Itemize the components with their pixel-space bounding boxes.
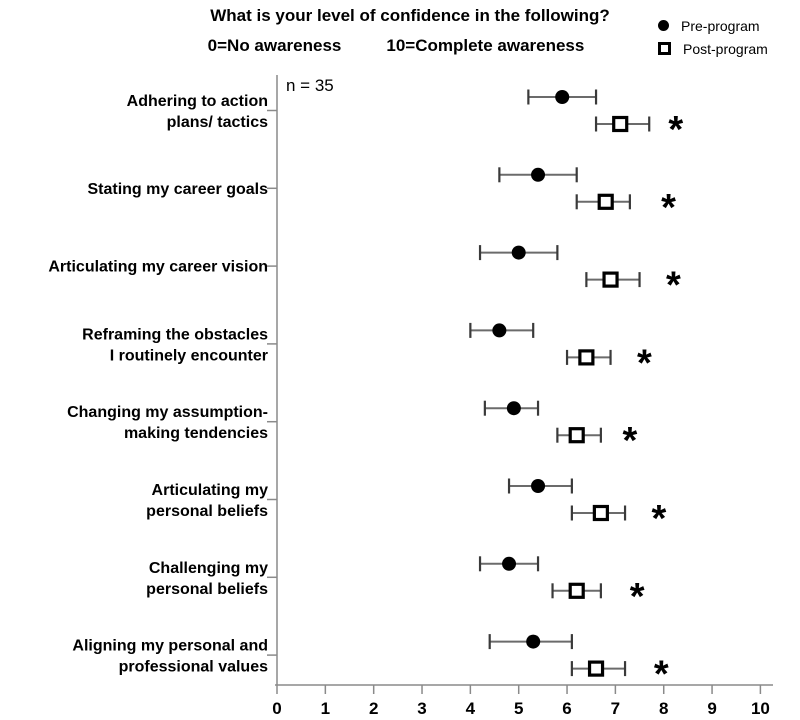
- category-label: Adhering to action plans/ tactics: [127, 93, 268, 131]
- post-marker: [597, 193, 614, 210]
- chart-subtitle: 0=No awareness 10=Complete awareness: [96, 36, 696, 56]
- significance-asterisk: *: [661, 187, 676, 229]
- category-label: Articulating my career vision: [48, 259, 268, 276]
- post-marker: [568, 582, 585, 599]
- post-marker: [568, 427, 585, 444]
- x-tick-label: 3: [417, 699, 426, 718]
- significance-asterisk: *: [654, 654, 669, 696]
- x-tick-label: 2: [369, 699, 378, 718]
- pre-marker: [555, 90, 570, 104]
- x-tick-label: 1: [321, 699, 330, 718]
- filled-circle-icon: [658, 20, 669, 31]
- significance-asterisk: *: [651, 498, 666, 540]
- legend-item-pre-program: Pre-program: [658, 14, 768, 37]
- category-label: Stating my career goals: [87, 181, 268, 198]
- significance-asterisk: *: [630, 576, 645, 618]
- category-label: Aligning my personal and professional val…: [72, 638, 268, 676]
- subtitle-scale-max: 10=Complete awareness: [386, 36, 585, 55]
- x-tick-label: 6: [562, 699, 571, 718]
- significance-asterisk: *: [637, 342, 652, 384]
- significance-asterisk: *: [666, 265, 681, 307]
- significance-asterisk: *: [668, 109, 683, 151]
- pre-marker: [492, 323, 507, 338]
- post-marker: [587, 660, 605, 677]
- legend: Pre-program Post-program: [658, 14, 768, 60]
- x-tick-label: 8: [659, 699, 668, 718]
- x-tick-label: 0: [272, 699, 281, 718]
- pre-marker: [526, 634, 541, 649]
- x-tick-label: 7: [611, 699, 620, 718]
- x-tick-label: 10: [751, 699, 770, 718]
- category-label: Reframing the obstacles I routinely encou…: [82, 326, 268, 364]
- post-marker: [592, 504, 609, 522]
- pre-marker: [502, 556, 517, 571]
- chart-title: What is your level of confidence in the …: [210, 6, 610, 25]
- pre-marker: [506, 401, 521, 416]
- post-marker: [578, 349, 595, 366]
- category-label: Changing my assumption-making tendencies: [67, 404, 268, 442]
- significance-asterisk: *: [622, 420, 637, 462]
- post-marker: [602, 271, 619, 288]
- legend-item-post-program: Post-program: [658, 37, 768, 60]
- pre-marker: [531, 479, 546, 493]
- x-tick-label: 4: [466, 699, 476, 718]
- category-label: Articulating my personal beliefs: [146, 482, 268, 520]
- post-marker: [612, 115, 629, 133]
- legend-label-pre-program: Pre-program: [681, 17, 760, 34]
- pre-marker: [531, 167, 546, 182]
- subtitle-scale-min: 0=No awareness: [207, 36, 342, 55]
- legend-label-post-program: Post-program: [683, 40, 768, 57]
- open-square-icon: [658, 42, 671, 55]
- category-label: Challenging my personal beliefs: [146, 560, 268, 598]
- x-tick-label: 9: [707, 699, 716, 718]
- x-tick-label: 5: [514, 699, 523, 718]
- sample-size-label: n = 35: [286, 76, 334, 95]
- pre-marker: [511, 245, 526, 260]
